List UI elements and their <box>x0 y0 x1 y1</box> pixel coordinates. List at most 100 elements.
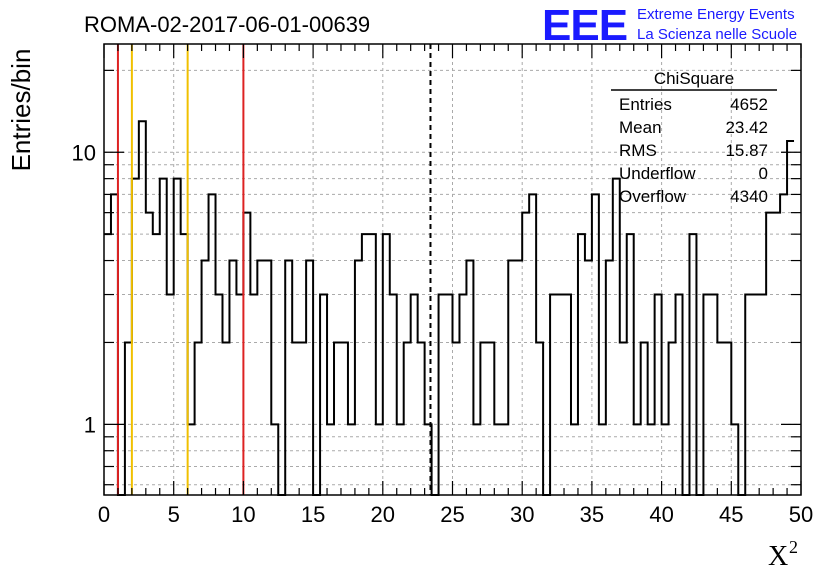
stats-rms-value: 15.87 <box>725 141 768 160</box>
stats-title: ChiSquare <box>654 69 734 88</box>
histogram-bin <box>620 342 627 495</box>
y-axis-label: Entries/bin <box>6 49 36 172</box>
histogram-bin <box>453 342 460 495</box>
histogram-bin <box>243 213 250 495</box>
stats-rms-label: RMS <box>619 141 657 160</box>
histogram-bin <box>104 234 111 495</box>
histogram-bin <box>564 295 571 495</box>
run-title: ROMA-02-2017-06-01-00639 <box>84 12 370 37</box>
histogram-bin <box>480 342 487 495</box>
histogram-bin <box>306 261 313 495</box>
histogram-bin <box>160 179 167 495</box>
histogram-bin <box>522 213 529 495</box>
histogram-bin <box>508 261 515 495</box>
histogram-bin <box>362 234 369 495</box>
histogram-bin <box>557 295 564 495</box>
histogram-bin <box>264 261 271 495</box>
histogram-bin <box>222 342 229 495</box>
histogram-bin <box>710 295 717 495</box>
histogram-bin <box>125 342 132 495</box>
histogram-bin <box>292 342 299 495</box>
histogram-bin <box>536 342 543 495</box>
histogram-bin <box>153 234 160 495</box>
histogram-bin <box>515 261 522 495</box>
histogram-bin <box>250 295 257 495</box>
histogram-bin <box>334 342 341 495</box>
histogram-bin <box>592 194 599 495</box>
histogram-bin <box>285 261 292 495</box>
histogram-bin <box>627 234 634 495</box>
stats-overflow-value: 4340 <box>730 187 768 206</box>
x-tick-label: 15 <box>301 502 325 527</box>
histogram-bin <box>606 261 613 495</box>
stats-underflow-value: 0 <box>759 164 768 183</box>
x-tick-label: 45 <box>719 502 743 527</box>
histogram-bin <box>209 194 216 495</box>
histogram-bin <box>669 342 676 495</box>
histogram-bin <box>411 295 418 495</box>
reference-lines <box>116 44 432 495</box>
eee-logo: EEE <box>542 1 627 50</box>
stats-entries-value: 4652 <box>730 95 768 114</box>
stats-overflow-label: Overflow <box>619 187 687 206</box>
histogram-bin <box>174 179 181 495</box>
x-tick-label: 10 <box>231 502 255 527</box>
histogram-bin <box>773 213 780 495</box>
stats-mean-label: Mean <box>619 118 662 137</box>
histogram-bin <box>466 261 473 495</box>
histogram-bin <box>139 121 146 495</box>
histogram-bin <box>146 213 153 495</box>
histogram-bin <box>257 261 264 495</box>
histogram-bin <box>446 295 453 495</box>
histogram-bin <box>341 342 348 495</box>
stats-box: ChiSquare Entries 4652 Mean 23.42 RMS 15… <box>611 69 777 206</box>
histogram-bin <box>236 295 243 495</box>
histogram-bin <box>459 295 466 495</box>
x-tick-label: 0 <box>98 502 110 527</box>
histogram-bin <box>550 295 557 495</box>
histogram-bin <box>369 234 376 495</box>
histogram-bin <box>655 295 662 495</box>
histogram-bin <box>355 261 362 495</box>
histogram-bin <box>216 295 223 495</box>
histogram-bin <box>529 194 536 495</box>
histogram-bin <box>202 261 209 495</box>
y-tick-label: 1 <box>84 412 96 437</box>
histogram-bin <box>299 342 306 495</box>
histogram-bin <box>780 194 787 495</box>
x-tick-label: 40 <box>649 502 673 527</box>
x-tick-label: 20 <box>371 502 395 527</box>
x-tick-label: 50 <box>789 502 813 527</box>
x-axis-label-superscript: 2 <box>789 537 798 557</box>
histogram-bin <box>320 295 327 495</box>
stats-entries-label: Entries <box>619 95 672 114</box>
histogram-bin <box>167 295 174 495</box>
histogram-bin <box>759 295 766 495</box>
eee-tagline-1: Extreme Energy Events <box>637 6 795 23</box>
x-tick-label: 30 <box>510 502 534 527</box>
x-tick-label: 5 <box>168 502 180 527</box>
histogram-bin <box>676 295 683 495</box>
histogram-bin <box>585 261 592 495</box>
histogram-bin <box>418 342 425 495</box>
histogram-bin <box>487 342 494 495</box>
histogram-bin <box>390 295 397 495</box>
histogram-bin <box>745 295 752 495</box>
histogram-bin <box>641 342 648 495</box>
x-axis-label: X <box>768 541 788 572</box>
histogram-bin <box>766 213 773 495</box>
histogram-bin <box>132 179 139 495</box>
histogram-bin <box>404 342 411 495</box>
histogram-bin <box>229 261 236 495</box>
histogram-bin <box>195 342 202 495</box>
histogram-bin <box>383 234 390 495</box>
histogram-bin <box>578 234 585 495</box>
axis-ticks: 0 5 10 15 20 25 30 35 40 45 50 1 10 <box>72 44 813 527</box>
histogram-bin <box>717 342 724 495</box>
histogram-bin <box>752 295 759 495</box>
histogram-bin <box>613 179 620 495</box>
histogram-bin <box>111 194 118 495</box>
histogram-bin <box>703 295 710 495</box>
eee-tagline-2: La Scienza nelle Scuole <box>637 26 797 43</box>
